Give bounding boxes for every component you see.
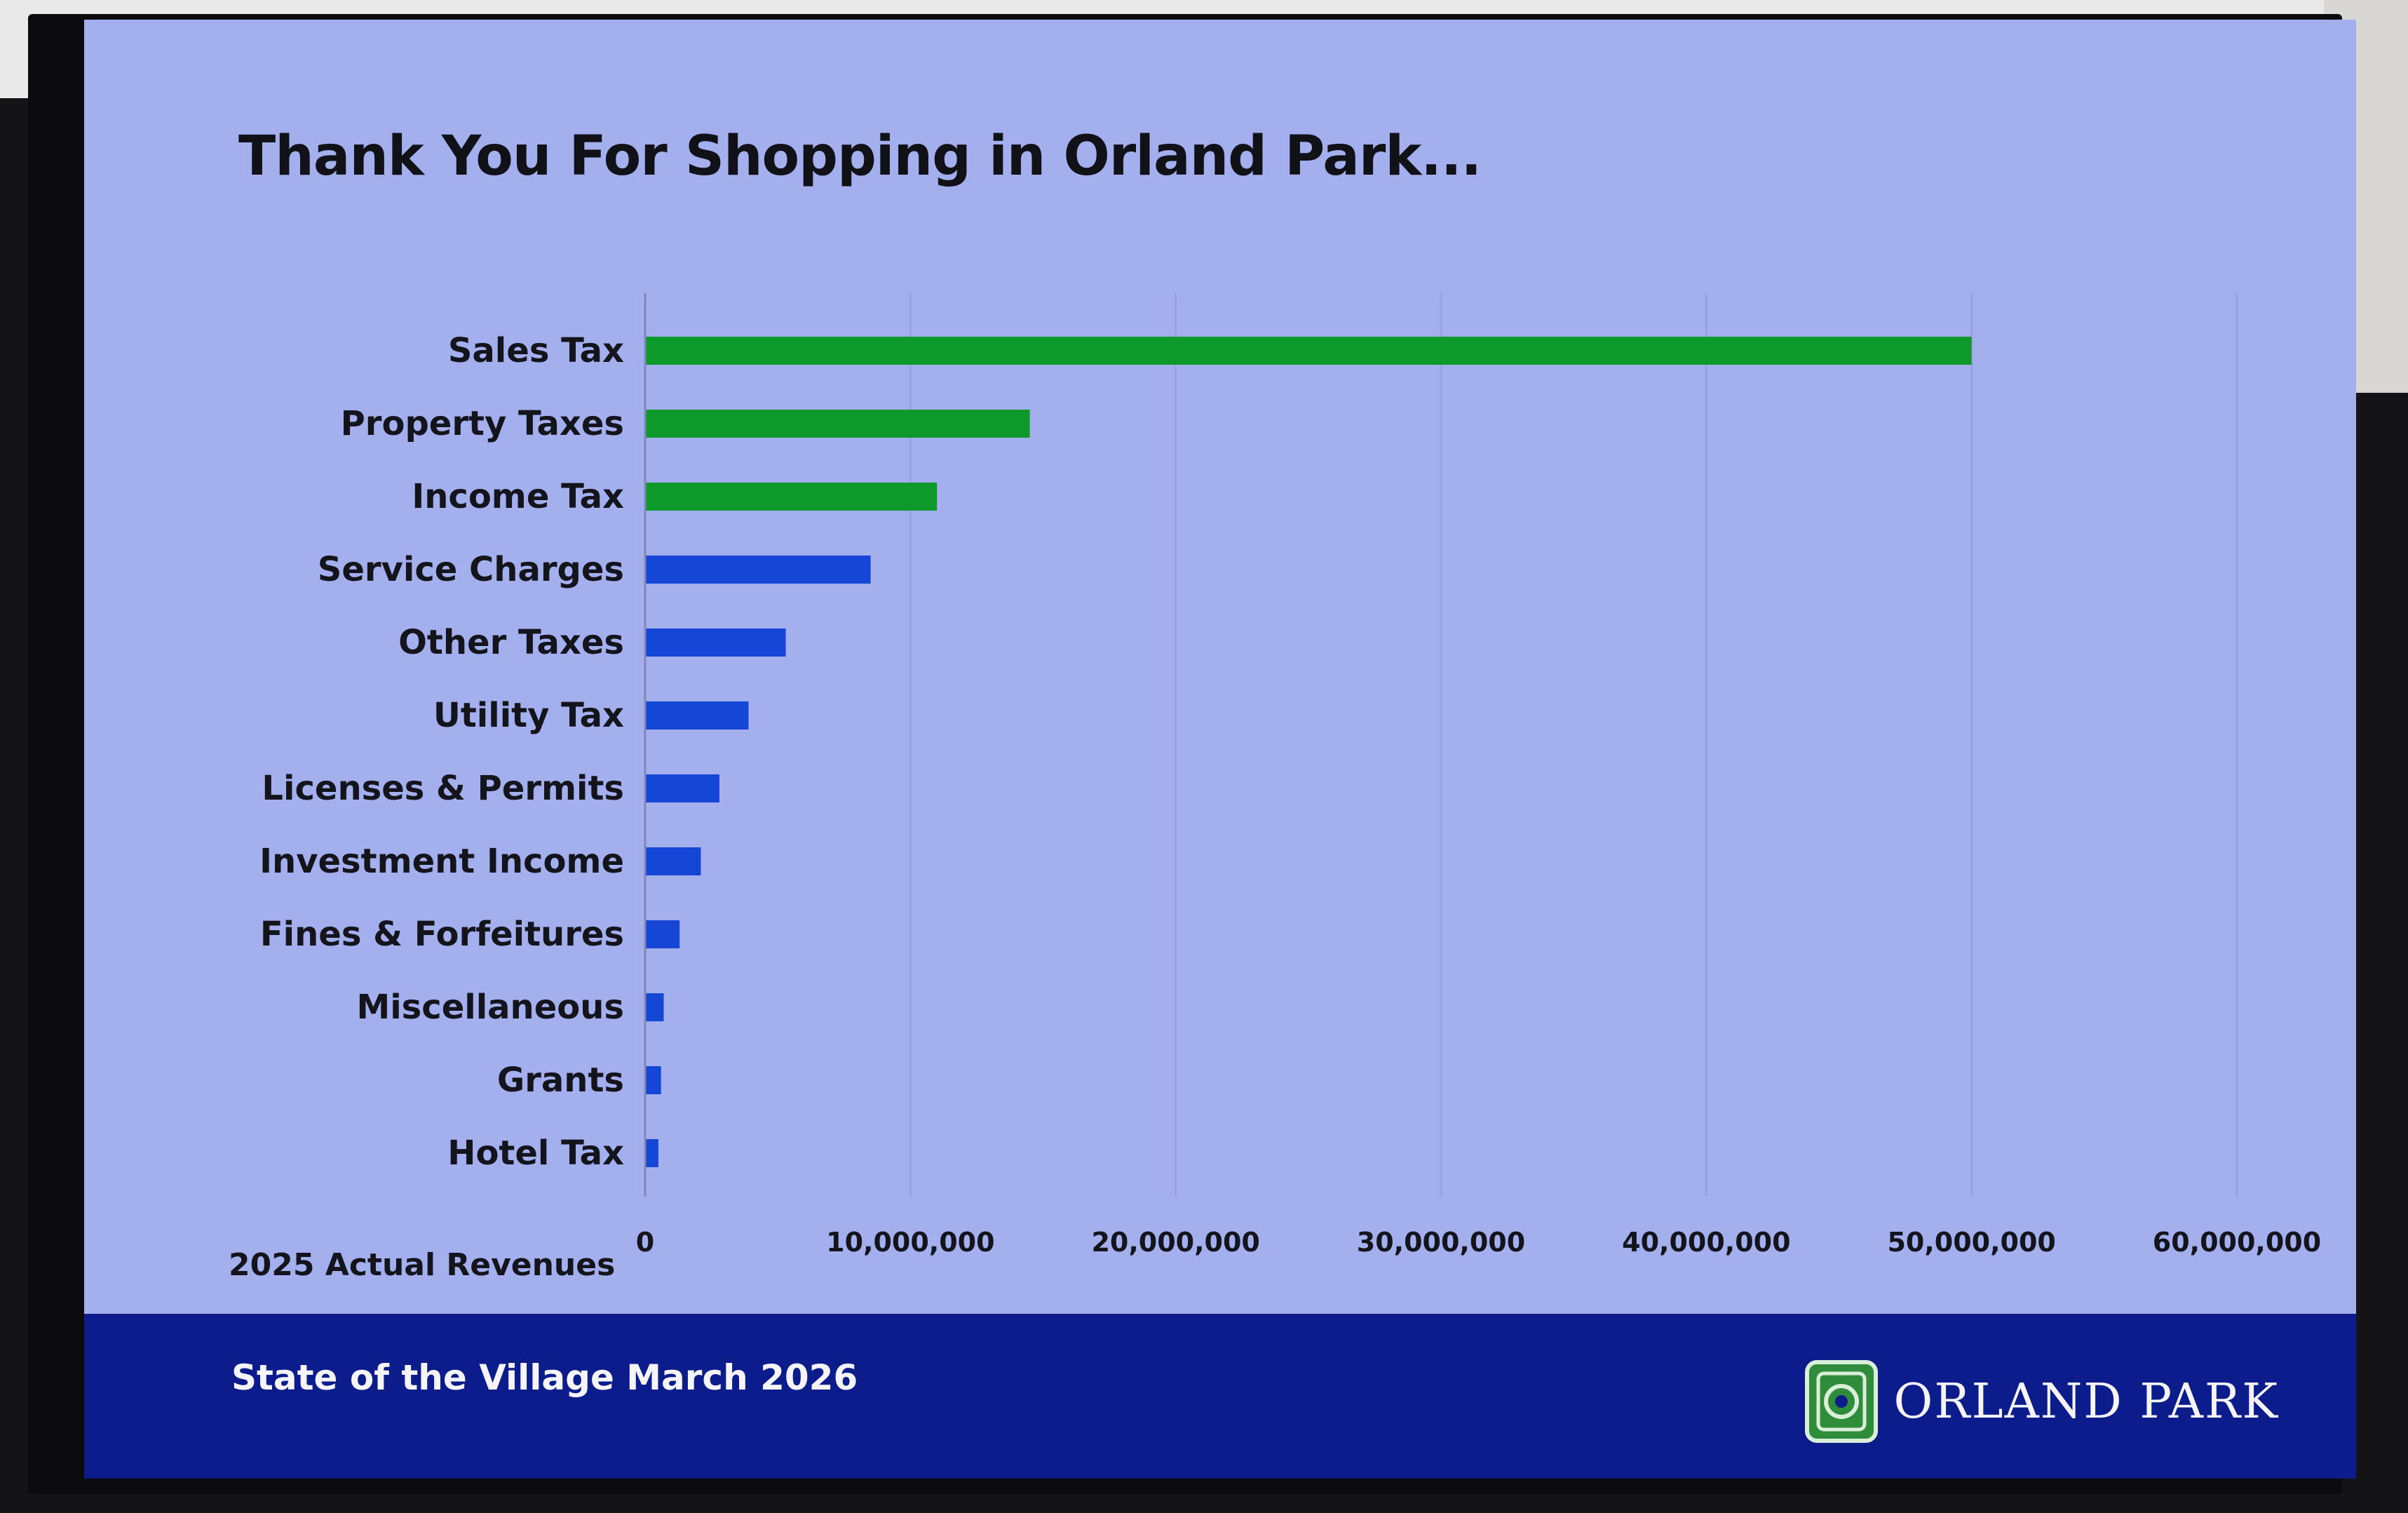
x-tick-label-5: 50,000,000 <box>1887 1227 2055 1258</box>
category-label-hotel-tax: Hotel Tax <box>447 1134 624 1173</box>
brand-name: ORLAND PARK <box>1893 1373 2279 1430</box>
x-tick-label-4: 40,000,000 <box>1622 1227 1790 1258</box>
x-tick-label-3: 30,000,000 <box>1357 1227 1525 1258</box>
footer-text: State of the Village March 2026 <box>231 1357 858 1398</box>
bar-hotel-tax <box>645 1139 658 1167</box>
category-label-investment-income: Investment Income <box>259 842 624 881</box>
x-tick-label-1: 10,000,000 <box>826 1227 994 1258</box>
bar-sales-tax <box>645 337 1972 365</box>
bar-income-tax <box>645 483 938 511</box>
category-label-licenses-and-permits: Licenses & Permits <box>262 769 624 808</box>
chart-bars <box>645 337 1972 1167</box>
category-label-service-charges: Service Charges <box>318 550 624 589</box>
bar-utility-tax <box>645 701 749 729</box>
category-label-property-taxes: Property Taxes <box>341 404 624 443</box>
presentation-slide: Thank You For Shopping in Orland Park...… <box>84 20 2356 1479</box>
display-bezel: Thank You For Shopping in Orland Park...… <box>28 14 2356 1494</box>
bar-other-taxes <box>645 628 786 657</box>
chart-subtitle: 2025 Actual Revenues <box>229 1247 616 1283</box>
revenue-bar-chart: Sales Tax Property Taxes Income Tax Service… <box>259 293 2321 1258</box>
slide-title: Thank You For Shopping in Orland Park... <box>238 125 1482 188</box>
category-label-income-tax: Income Tax <box>412 477 624 516</box>
category-label-grants: Grants <box>497 1061 624 1100</box>
chart-gridlines <box>909 293 2238 1197</box>
orland-park-logo-icon <box>1804 1360 1878 1443</box>
bar-licenses-and-permits <box>645 774 719 802</box>
category-labels: Sales Tax Property Taxes Income Tax Service… <box>259 331 624 1173</box>
bar-fines-and-forfeitures <box>645 920 680 948</box>
bar-investment-income <box>645 847 701 875</box>
category-label-sales-tax: Sales Tax <box>448 331 624 370</box>
bar-service-charges <box>645 556 871 584</box>
bar-property-taxes <box>645 410 1030 438</box>
x-axis-tick-labels: 0 10,000,000 20,000,000 30,000,000 40,000,00… <box>636 1227 2321 1258</box>
x-tick-label-2: 20,000,000 <box>1091 1227 1259 1258</box>
slide-footer: State of the Village March 2026 ORLAND P… <box>84 1314 2356 1479</box>
x-tick-label-6: 60,000,000 <box>2153 1227 2321 1258</box>
category-label-fines-and-forfeitures: Fines & Forfeitures <box>260 915 624 954</box>
bar-grants <box>645 1066 661 1094</box>
bar-miscellaneous <box>645 993 664 1021</box>
category-label-miscellaneous: Miscellaneous <box>356 988 624 1027</box>
brand-logo: ORLAND PARK <box>1803 1356 2279 1447</box>
category-label-other-taxes: Other Taxes <box>398 623 624 662</box>
category-label-utility-tax: Utility Tax <box>433 696 624 735</box>
x-tick-label-0: 0 <box>636 1227 654 1258</box>
